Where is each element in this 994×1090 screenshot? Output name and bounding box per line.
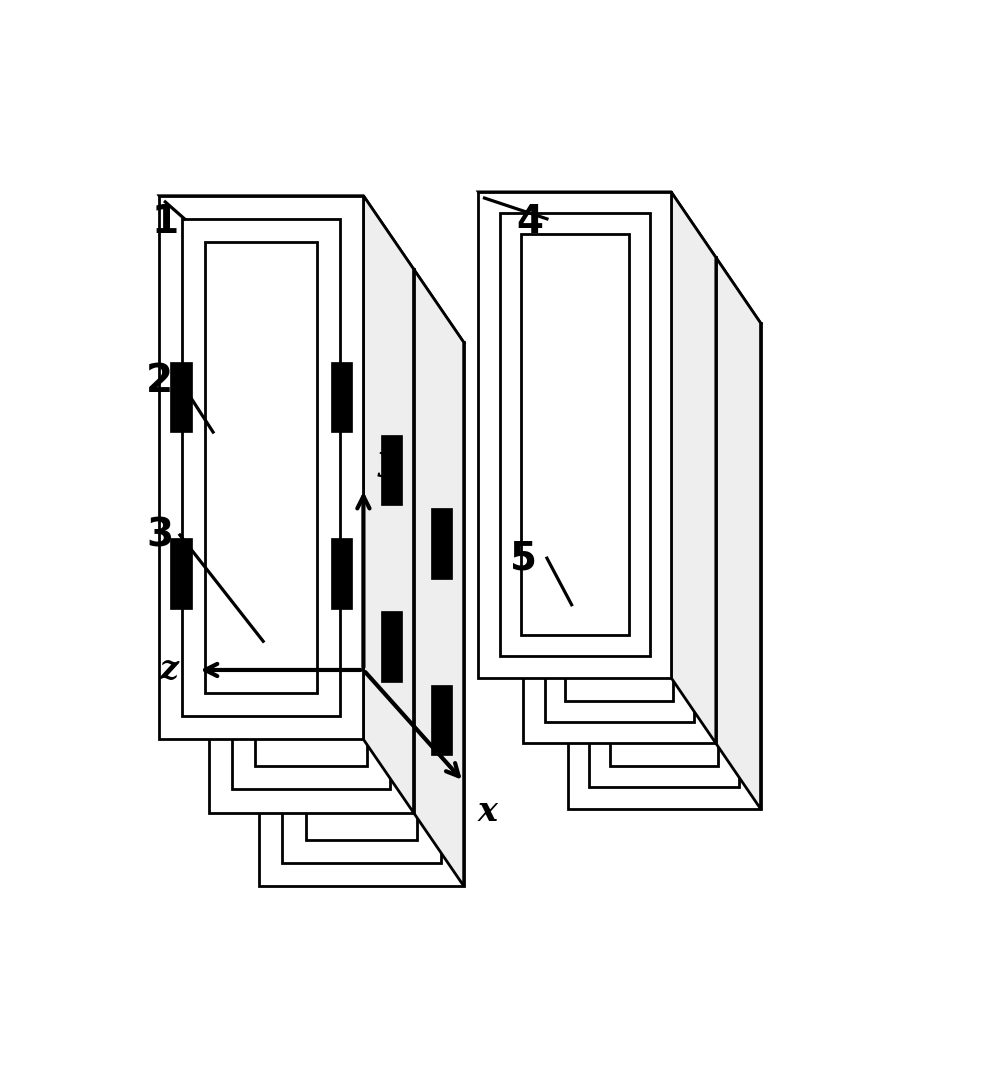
Polygon shape [270, 508, 292, 579]
Polygon shape [478, 192, 715, 257]
Text: 5: 5 [509, 540, 537, 578]
Polygon shape [209, 269, 463, 342]
Polygon shape [363, 196, 414, 813]
Polygon shape [478, 192, 670, 678]
Polygon shape [588, 344, 739, 787]
Polygon shape [305, 388, 417, 839]
Text: y: y [377, 445, 397, 477]
Polygon shape [520, 234, 628, 635]
Polygon shape [381, 611, 402, 682]
Polygon shape [159, 196, 414, 269]
Text: z: z [159, 654, 178, 687]
Polygon shape [430, 508, 452, 579]
Polygon shape [670, 192, 715, 743]
Polygon shape [255, 315, 367, 766]
Polygon shape [523, 257, 759, 323]
Polygon shape [499, 214, 649, 656]
Polygon shape [609, 365, 718, 766]
Polygon shape [170, 362, 192, 433]
Polygon shape [170, 538, 192, 609]
Polygon shape [330, 362, 352, 433]
Polygon shape [209, 269, 414, 813]
Polygon shape [381, 435, 402, 506]
Polygon shape [232, 292, 390, 789]
Polygon shape [330, 538, 352, 609]
Polygon shape [159, 196, 363, 739]
Polygon shape [430, 685, 452, 755]
Text: 4: 4 [516, 204, 543, 242]
Polygon shape [523, 257, 715, 743]
Polygon shape [568, 323, 759, 809]
Polygon shape [259, 342, 463, 886]
Text: x: x [477, 795, 497, 828]
Polygon shape [715, 257, 759, 809]
Polygon shape [270, 685, 292, 755]
Text: 1: 1 [151, 204, 178, 242]
Polygon shape [221, 435, 242, 506]
Polygon shape [414, 269, 463, 886]
Polygon shape [205, 242, 317, 693]
Polygon shape [182, 219, 340, 716]
Text: 2: 2 [146, 362, 173, 400]
Polygon shape [544, 279, 694, 722]
Polygon shape [282, 365, 440, 863]
Text: 3: 3 [146, 516, 173, 554]
Polygon shape [565, 300, 673, 701]
Polygon shape [221, 611, 242, 682]
